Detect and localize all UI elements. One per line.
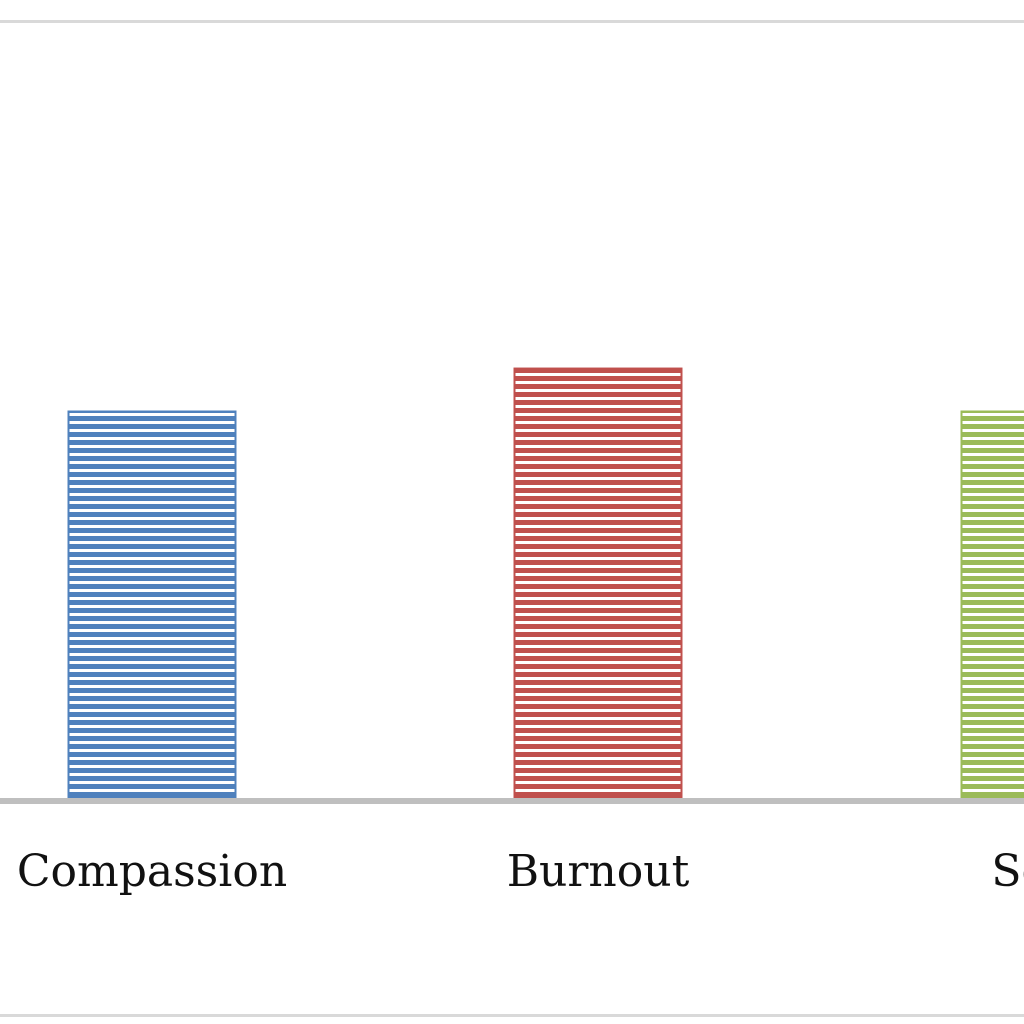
bar-seco: [960, 410, 1024, 799]
bar-compassion: [67, 410, 237, 799]
bar-burnout: [513, 367, 683, 799]
x-axis-baseline: [0, 798, 1024, 804]
x-tick-label: Compassion: [17, 846, 287, 897]
x-tick-label: Seco: [991, 846, 1024, 897]
bars-group: [67, 367, 1024, 799]
category-labels-group: CompassionBurnoutSecoTra: [17, 846, 1024, 897]
x-tick-label: Burnout: [507, 846, 690, 897]
frame-bottom-border: [0, 1014, 1024, 1017]
frame-top-border: [0, 20, 1024, 23]
